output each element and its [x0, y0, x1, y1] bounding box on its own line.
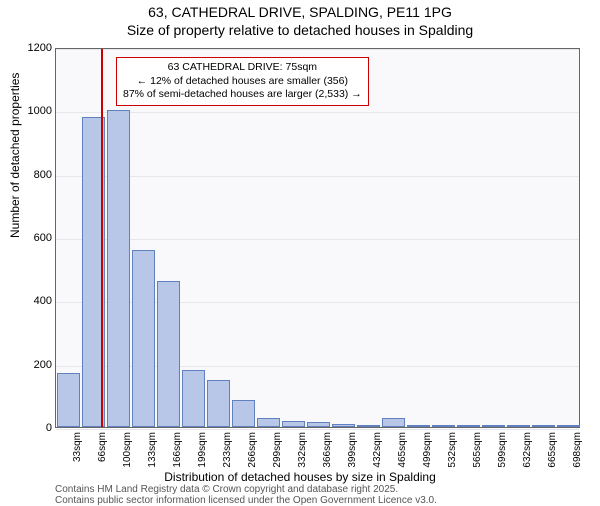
- x-tick-label: 665sqm: [547, 432, 558, 468]
- histogram-bar: [357, 425, 381, 427]
- chart-title-line2: Size of property relative to detached ho…: [0, 20, 600, 38]
- x-tick-label: 432sqm: [372, 432, 383, 468]
- histogram-bar: [182, 370, 206, 427]
- annotation-line: 87% of semi-detached houses are larger (…: [123, 88, 362, 102]
- x-tick-label: 465sqm: [397, 432, 408, 468]
- y-axis-label: Number of detached properties: [8, 73, 22, 238]
- y-tick-label: 0: [12, 422, 52, 434]
- gridline: [56, 49, 579, 50]
- gridline: [56, 429, 579, 430]
- x-tick-label: 266sqm: [247, 432, 258, 468]
- x-axis-label: Distribution of detached houses by size …: [0, 470, 600, 484]
- x-tick-label: 399sqm: [347, 432, 358, 468]
- histogram-bar: [557, 425, 581, 427]
- x-tick-label: 233sqm: [222, 432, 233, 468]
- x-tick-label: 166sqm: [172, 432, 183, 468]
- x-tick-label: 599sqm: [497, 432, 508, 468]
- histogram-bar: [107, 110, 131, 427]
- x-tick-label: 100sqm: [122, 432, 133, 468]
- x-tick-label: 499sqm: [422, 432, 433, 468]
- histogram-bar: [332, 424, 356, 427]
- chart-title-line1: 63, CATHEDRAL DRIVE, SPALDING, PE11 1PG: [0, 0, 600, 20]
- gridline: [56, 112, 579, 113]
- annotation-line: 63 CATHEDRAL DRIVE: 75sqm: [123, 61, 362, 75]
- histogram-bar: [232, 400, 256, 427]
- plot-area: 63 CATHEDRAL DRIVE: 75sqm← 12% of detach…: [55, 48, 580, 428]
- gridline: [56, 176, 579, 177]
- y-tick-label: 1200: [12, 42, 52, 54]
- x-tick-label: 33sqm: [72, 432, 83, 462]
- y-tick-label: 600: [12, 232, 52, 244]
- histogram-bar: [432, 425, 456, 427]
- x-tick-label: 698sqm: [572, 432, 583, 468]
- gridline: [56, 239, 579, 240]
- x-tick-label: 565sqm: [472, 432, 483, 468]
- histogram-bar: [482, 425, 506, 427]
- y-tick-label: 1000: [12, 105, 52, 117]
- x-tick-label: 133sqm: [147, 432, 158, 468]
- x-tick-label: 199sqm: [197, 432, 208, 468]
- histogram-bar: [307, 422, 331, 427]
- annotation-line: ← 12% of detached houses are smaller (35…: [123, 75, 362, 89]
- x-tick-label: 332sqm: [297, 432, 308, 468]
- annotation-box: 63 CATHEDRAL DRIVE: 75sqm← 12% of detach…: [116, 57, 369, 106]
- histogram-bar: [382, 418, 406, 427]
- x-tick-label: 366sqm: [322, 432, 333, 468]
- y-tick-label: 800: [12, 169, 52, 181]
- histogram-bar: [457, 425, 481, 427]
- credit-line1: Contains HM Land Registry data © Crown c…: [55, 484, 398, 495]
- histogram-bar: [407, 425, 431, 427]
- x-tick-label: 532sqm: [447, 432, 458, 468]
- histogram-bar: [57, 373, 81, 427]
- credit-line2: Contains public sector information licen…: [55, 495, 437, 506]
- histogram-bar: [532, 425, 556, 427]
- histogram-bar: [257, 418, 281, 428]
- y-tick-label: 200: [12, 359, 52, 371]
- histogram-bar: [132, 250, 156, 427]
- histogram-bar: [207, 380, 231, 428]
- x-tick-label: 632sqm: [522, 432, 533, 468]
- x-tick-label: 66sqm: [97, 432, 108, 462]
- histogram-bar: [157, 281, 181, 427]
- histogram-chart: 63, CATHEDRAL DRIVE, SPALDING, PE11 1PG …: [0, 0, 600, 500]
- x-tick-label: 299sqm: [272, 432, 283, 468]
- histogram-bar: [507, 425, 531, 427]
- y-tick-label: 400: [12, 295, 52, 307]
- histogram-bar: [282, 421, 306, 427]
- reference-line: [101, 49, 103, 427]
